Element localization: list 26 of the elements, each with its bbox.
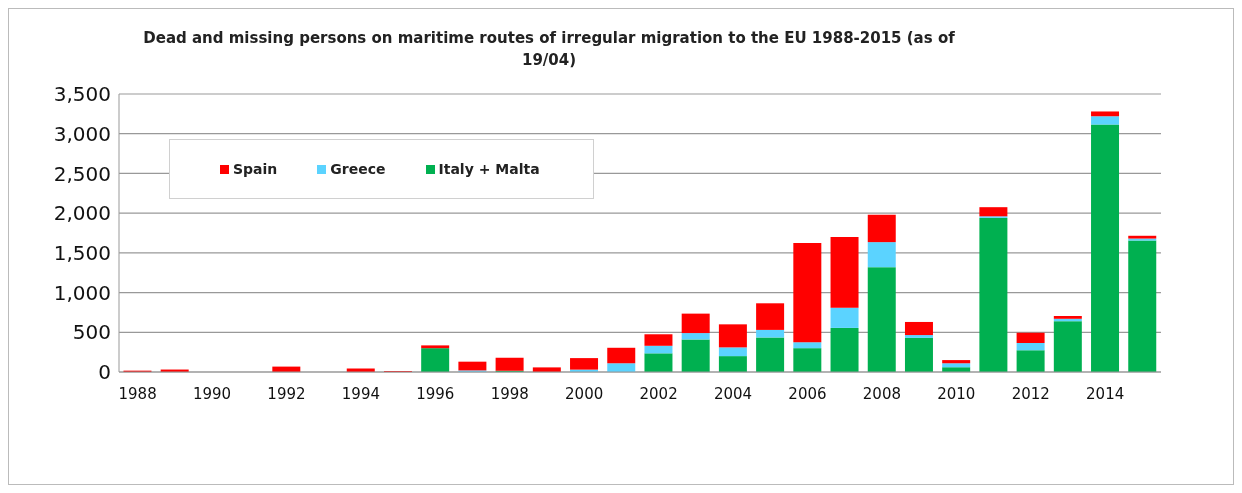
y-tick-label: 3,500 — [53, 82, 111, 107]
x-tick-label: 2012 — [1011, 384, 1050, 403]
x-tick-label: 2002 — [639, 384, 678, 403]
x-tick-label: 1994 — [341, 384, 380, 403]
legend-label: Spain — [232, 161, 278, 177]
x-tick-label: 2010 — [937, 384, 976, 403]
y-tick-label: 1,500 — [53, 240, 111, 265]
chart-title: Dead and missing persons on maritime routes of irregular migration to the EU 1988-2015 (as of 19/04) — [142, 28, 956, 71]
x-tick-label: 2004 — [713, 384, 753, 403]
x-tick-label: 2008 — [862, 384, 901, 403]
y-tick-label: 0 — [98, 360, 111, 385]
y-tick-label: 2,500 — [53, 161, 111, 186]
x-tick-label: 1998 — [490, 384, 529, 403]
legend-label: Greece — [329, 161, 386, 177]
x-tick-label: 2006 — [788, 384, 827, 403]
y-tick-label: 500 — [72, 320, 111, 345]
x-tick-label: 2000 — [565, 384, 604, 403]
legend-label: Italy + Malta — [437, 161, 540, 177]
x-tick-label: 1992 — [267, 384, 306, 403]
x-tick-label: 1990 — [192, 384, 232, 403]
y-tick-label: 2,000 — [53, 201, 111, 226]
x-tick-label: 2014 — [1086, 384, 1125, 403]
y-tick-label: 1,000 — [53, 280, 111, 305]
x-tick-label: 1996 — [416, 384, 455, 403]
y-tick-label: 3,000 — [53, 121, 111, 146]
x-tick-label: 1988 — [118, 384, 157, 403]
